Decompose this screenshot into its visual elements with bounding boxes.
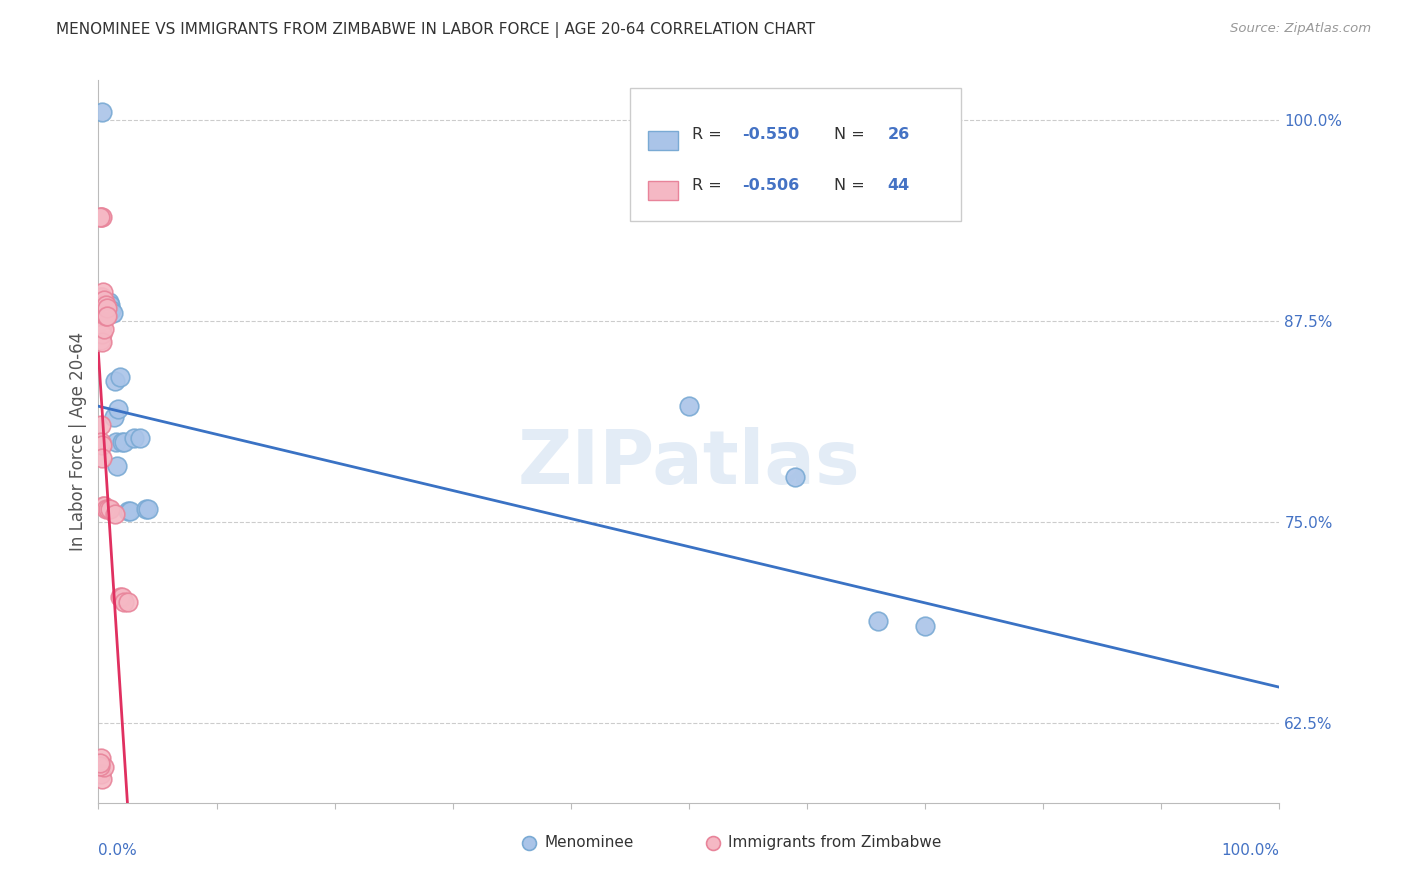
- Point: [93, 293, 115, 308]
- Point: [91, 290, 114, 304]
- Point: [112, 595, 135, 609]
- Point: [91, 450, 114, 465]
- Text: Menominee: Menominee: [546, 835, 634, 850]
- Point: [90, 334, 112, 348]
- Point: [89, 759, 111, 773]
- Point: [94, 294, 117, 309]
- Point: [105, 458, 128, 473]
- Point: [90, 767, 112, 781]
- Text: R =: R =: [693, 178, 727, 193]
- Point: [97, 502, 120, 516]
- Point: [136, 502, 159, 516]
- Point: [91, 302, 114, 317]
- FancyBboxPatch shape: [648, 131, 678, 150]
- Point: [93, 760, 115, 774]
- Point: [90, 210, 112, 224]
- Text: Source: ZipAtlas.com: Source: ZipAtlas.com: [1230, 22, 1371, 36]
- Point: [96, 301, 118, 316]
- Text: -0.506: -0.506: [742, 178, 800, 193]
- Point: [111, 591, 134, 605]
- Text: Immigrants from Zimbabwe: Immigrants from Zimbabwe: [728, 835, 941, 850]
- Point: [1067, 820, 1090, 834]
- Text: -0.550: -0.550: [742, 127, 800, 142]
- Point: [120, 503, 142, 517]
- Point: [91, 326, 114, 341]
- Text: 100.0%: 100.0%: [1222, 843, 1279, 857]
- Text: N =: N =: [834, 178, 870, 193]
- Point: [90, 418, 112, 433]
- Point: [112, 434, 135, 449]
- Point: [89, 210, 111, 224]
- Point: [93, 499, 115, 513]
- Text: ZIPatlas: ZIPatlas: [517, 426, 860, 500]
- Point: [91, 105, 114, 120]
- Point: [111, 434, 134, 449]
- Point: [91, 298, 114, 312]
- Point: [104, 507, 127, 521]
- Text: 26: 26: [887, 127, 910, 142]
- Point: [107, 402, 129, 417]
- Point: [91, 310, 114, 324]
- Point: [100, 302, 122, 317]
- Point: [866, 615, 889, 629]
- Text: MENOMINEE VS IMMIGRANTS FROM ZIMBABWE IN LABOR FORCE | AGE 20-64 CORRELATION CHA: MENOMINEE VS IMMIGRANTS FROM ZIMBABWE IN…: [56, 22, 815, 38]
- Point: [117, 503, 139, 517]
- Point: [90, 434, 112, 449]
- Point: [98, 502, 121, 516]
- Point: [91, 772, 114, 786]
- Point: [678, 399, 700, 413]
- Point: [90, 302, 112, 317]
- Point: [108, 370, 131, 384]
- Point: [94, 310, 117, 324]
- Text: 44: 44: [887, 178, 910, 193]
- Point: [94, 298, 117, 312]
- Point: [105, 434, 128, 449]
- Point: [91, 285, 114, 300]
- Point: [90, 751, 112, 765]
- Point: [90, 314, 112, 328]
- FancyBboxPatch shape: [630, 87, 960, 221]
- FancyBboxPatch shape: [648, 181, 678, 200]
- Text: N =: N =: [834, 127, 870, 142]
- Point: [135, 502, 157, 516]
- Point: [117, 595, 139, 609]
- Point: [94, 502, 117, 516]
- Point: [128, 431, 150, 445]
- Point: [101, 306, 124, 320]
- Point: [93, 302, 115, 317]
- Point: [98, 298, 121, 312]
- Point: [91, 210, 114, 224]
- Point: [91, 499, 114, 513]
- Point: [96, 310, 118, 324]
- Point: [104, 374, 127, 388]
- Point: [914, 619, 936, 633]
- Y-axis label: In Labor Force | Age 20-64: In Labor Force | Age 20-64: [69, 332, 87, 551]
- Point: [93, 310, 115, 324]
- Point: [93, 322, 115, 336]
- Text: R =: R =: [693, 127, 727, 142]
- Point: [91, 318, 114, 333]
- Point: [91, 334, 114, 349]
- Text: 0.0%: 0.0%: [98, 843, 138, 857]
- Point: [91, 438, 114, 452]
- Point: [103, 410, 125, 425]
- Point: [108, 591, 131, 605]
- Point: [90, 322, 112, 336]
- Point: [785, 470, 807, 484]
- Point: [96, 298, 118, 312]
- Point: [89, 756, 111, 770]
- Point: [122, 431, 145, 445]
- Point: [90, 290, 112, 304]
- Point: [98, 294, 121, 309]
